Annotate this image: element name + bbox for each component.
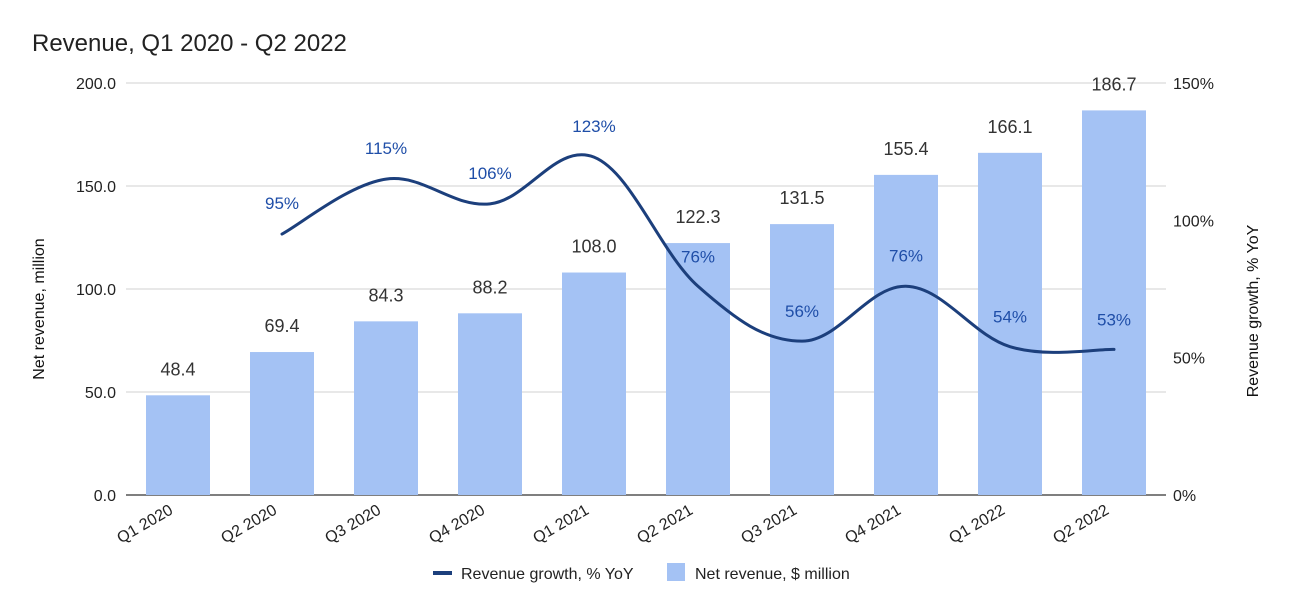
growth-value-label: 115% [365,139,407,158]
legend: Revenue growth, % YoY Net revenue, $ mil… [433,563,850,583]
bar-value-label: 84.3 [368,285,403,305]
axes: Net revenue, million Revenue growth, % Y… [31,76,1262,547]
growth-value-label: 54% [993,308,1027,327]
x-tick-label: Q2 2021 [634,502,696,547]
bar [874,174,938,495]
y-tick-label: 50.0 [85,385,116,402]
bar-value-label: 108.0 [571,237,616,257]
y2-tick-label: 50% [1173,351,1205,368]
y2-axis-title: Revenue growth, % YoY [1245,224,1262,397]
growth-value-label: 95% [265,194,299,213]
growth-value-label: 56% [785,302,819,321]
x-tick-label: Q3 2020 [322,502,384,547]
x-tick-label: Q2 2022 [1050,502,1112,547]
bar [978,152,1042,496]
x-tick-label: Q2 2020 [218,502,280,547]
growth-value-label: 76% [681,247,715,266]
bar-value-label: 88.2 [472,277,507,297]
y2-tick-label: 100% [1173,213,1214,230]
bar-value-label: 186.7 [1091,74,1136,94]
x-tick-label: Q3 2021 [738,502,800,547]
x-tick-label: Q4 2021 [842,502,904,547]
growth-value-label: 123% [572,117,615,136]
bar-value-label: 166.1 [987,117,1032,137]
y2-tick-label: 150% [1173,76,1214,93]
bar [770,224,834,496]
legend-item-growth: Revenue growth, % YoY [461,566,634,583]
x-tick-label: Q1 2022 [946,502,1008,547]
growth-value-label: 106% [468,164,511,183]
bar-series [146,110,1146,496]
growth-line [280,153,1116,354]
y-axis-title: Net revenue, million [31,238,48,379]
bar [562,272,626,495]
growth-value-label: 53% [1097,310,1131,329]
bar [1082,110,1146,495]
bar [354,321,418,495]
bar-value-label: 131.5 [779,188,824,208]
bar [458,313,522,495]
bar-value-label: 155.4 [883,139,928,159]
bar-value-label: 69.4 [264,316,299,336]
x-tick-label: Q1 2020 [114,502,176,547]
bar [666,243,730,495]
x-tick-label: Q1 2021 [530,502,592,547]
y-tick-label: 100.0 [76,282,116,299]
y2-tick-label: 0% [1173,488,1196,505]
y-tick-label: 200.0 [76,76,116,93]
y-tick-label: 150.0 [76,179,116,196]
line-series [280,153,1116,354]
x-tick-label: Q4 2020 [426,502,488,547]
bar-value-label: 122.3 [675,207,720,227]
legend-item-revenue: Net revenue, $ million [695,566,850,583]
data-labels: 48.4 69.4 84.3 88.2 108.0 122.3 131.5 155.4 166.… [160,74,1136,379]
chart-title: Revenue, Q1 2020 - Q2 2022 [32,30,347,57]
growth-value-label: 76% [889,246,923,265]
legend-bar-swatch [667,563,685,581]
bar [146,395,210,495]
bar-value-label: 48.4 [160,359,195,379]
bar [250,352,314,495]
y-tick-label: 0.0 [94,488,116,505]
